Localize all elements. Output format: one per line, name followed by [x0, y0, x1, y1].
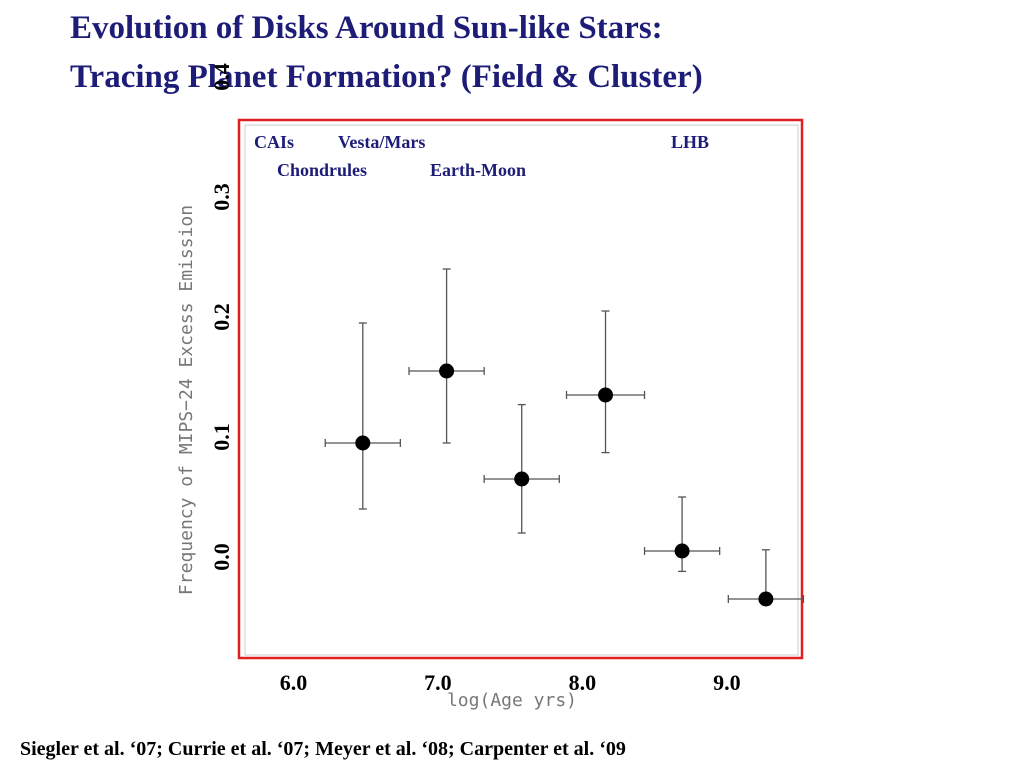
x-tick-label: 6.0: [280, 670, 308, 695]
data-point: [439, 363, 455, 379]
annotation: Vesta/Mars: [338, 132, 425, 152]
data-point: [355, 435, 371, 451]
plot-box: [244, 124, 799, 656]
title-line: Tracing Planet Formation? (Field & Clust…: [70, 59, 703, 95]
footnote: Siegler et al. ‘07; Currie et al. ‘07; M…: [20, 738, 626, 760]
y-tick-label: 0.3: [209, 183, 234, 211]
annotation: CAIs: [254, 132, 294, 152]
data-point: [758, 591, 774, 607]
y-axis-label: Frequency of MIPS−24 Excess Emission: [176, 205, 197, 595]
annotation: Chondrules: [277, 160, 367, 180]
y-tick-label: 0.1: [209, 423, 234, 451]
y-tick-label: 0.2: [209, 303, 234, 331]
x-tick-label: 8.0: [569, 670, 597, 695]
annotation: Earth-Moon: [430, 160, 526, 180]
data-point: [674, 543, 690, 559]
data-point: [514, 471, 530, 487]
x-axis-label: log(Age yrs): [447, 690, 577, 711]
x-tick-label: 9.0: [713, 670, 741, 695]
data-point: [598, 387, 614, 403]
y-tick-label: 0.0: [209, 543, 234, 571]
x-tick-label: 7.0: [424, 670, 452, 695]
title-line: Evolution of Disks Around Sun-like Stars…: [70, 10, 663, 46]
highlight-frame: [237, 118, 804, 660]
annotation: LHB: [671, 132, 709, 152]
y-tick-label: 0.4: [209, 63, 234, 91]
